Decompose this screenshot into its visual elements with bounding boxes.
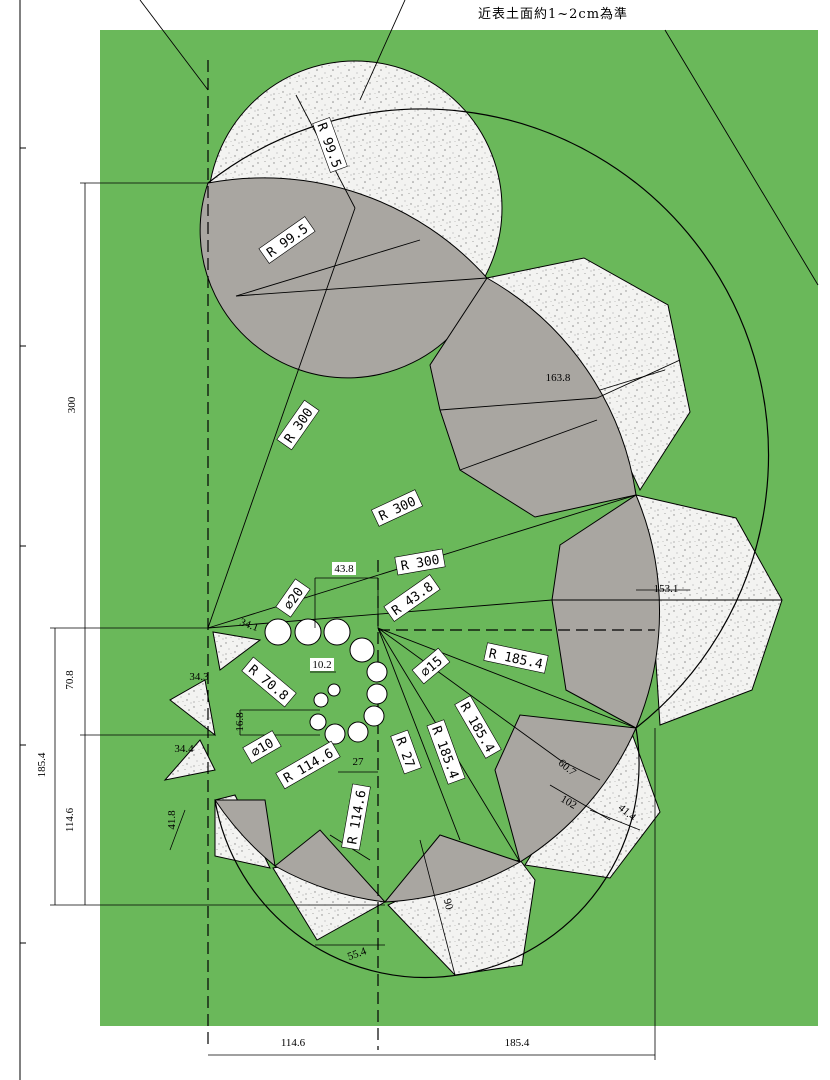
dashed-axes bbox=[207, 60, 655, 1050]
dim-90: 90 bbox=[441, 897, 456, 911]
dim-h114-6: 114.6 bbox=[281, 1037, 306, 1049]
dim-43-8: 43.8 bbox=[334, 563, 354, 575]
stepping-stones bbox=[264, 618, 388, 745]
label-r300-c: R 300 bbox=[394, 548, 446, 576]
dim-v114-6: 114.6 bbox=[64, 807, 76, 832]
dim-10-2: 10.2 bbox=[312, 659, 331, 671]
svg-text:R 300: R 300 bbox=[400, 553, 441, 575]
dim-v185-4: 185.4 bbox=[36, 752, 48, 777]
dim-v300: 300 bbox=[66, 396, 78, 413]
note-text: 近表土面約1~2cm為準 bbox=[478, 7, 629, 22]
paving-ring bbox=[199, 177, 660, 903]
dim-h185-4: 185.4 bbox=[505, 1037, 530, 1049]
dim-163-8: 163.8 bbox=[546, 372, 571, 384]
dim-34-3: 34.3 bbox=[189, 671, 209, 683]
dimension-values: 43.8 10.2 16.8 27 34.1 34.3 34.4 41.8 55… bbox=[36, 372, 678, 1049]
dim-34-4: 34.4 bbox=[174, 743, 194, 755]
dim-v70-8: 70.8 bbox=[64, 670, 76, 690]
dim-16-8: 16.8 bbox=[234, 712, 246, 732]
dim-153-1: 153.1 bbox=[654, 583, 679, 595]
construction-arcs bbox=[207, 108, 770, 979]
frame-border bbox=[19, 0, 26, 1080]
dim-27: 27 bbox=[353, 756, 365, 768]
dimension-lines bbox=[50, 182, 690, 1060]
dim-41-8: 41.8 bbox=[166, 810, 178, 830]
